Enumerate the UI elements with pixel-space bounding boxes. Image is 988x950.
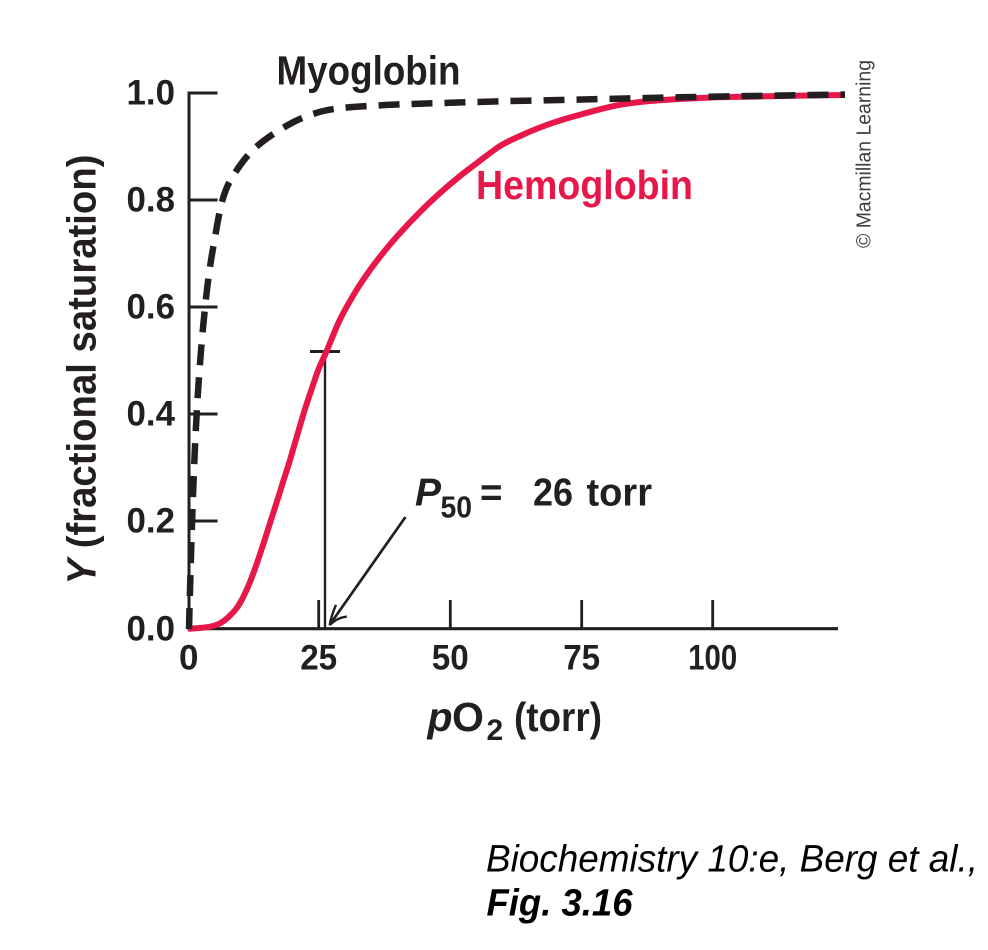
- svg-text:Myoglobin: Myoglobin: [277, 47, 461, 93]
- svg-text:1.0: 1.0: [127, 73, 176, 112]
- svg-text:Y (fractional saturation): Y (fractional saturation): [59, 155, 105, 585]
- svg-text:0.4: 0.4: [127, 394, 176, 433]
- svg-text:O: O: [452, 694, 484, 740]
- svg-text:75: 75: [563, 639, 600, 678]
- svg-text:25: 25: [300, 639, 337, 678]
- svg-text:50: 50: [432, 639, 469, 678]
- svg-text:p: p: [427, 694, 453, 740]
- svg-text:P: P: [415, 472, 442, 515]
- svg-text:0.8: 0.8: [127, 180, 176, 219]
- svg-text:0: 0: [179, 639, 198, 678]
- svg-text:Fig. 3.16: Fig. 3.16: [487, 883, 634, 925]
- svg-text:2: 2: [487, 714, 504, 747]
- svg-text:0.6: 0.6: [127, 287, 176, 326]
- svg-text:100: 100: [688, 639, 737, 678]
- svg-text:=: =: [480, 472, 502, 515]
- svg-text:© Macmillan Learning: © Macmillan Learning: [854, 60, 876, 248]
- svg-text:(torr): (torr): [514, 694, 602, 740]
- svg-text:Hemoglobin: Hemoglobin: [476, 162, 693, 208]
- svg-text:26: 26: [533, 472, 573, 515]
- svg-text:50: 50: [441, 490, 473, 525]
- svg-text:Biochemistry 10:e, Berg et al.: Biochemistry 10:e, Berg et al.,: [486, 839, 978, 881]
- svg-text:0.0: 0.0: [127, 609, 176, 648]
- svg-text:torr: torr: [587, 472, 653, 515]
- svg-text:0.2: 0.2: [127, 501, 176, 540]
